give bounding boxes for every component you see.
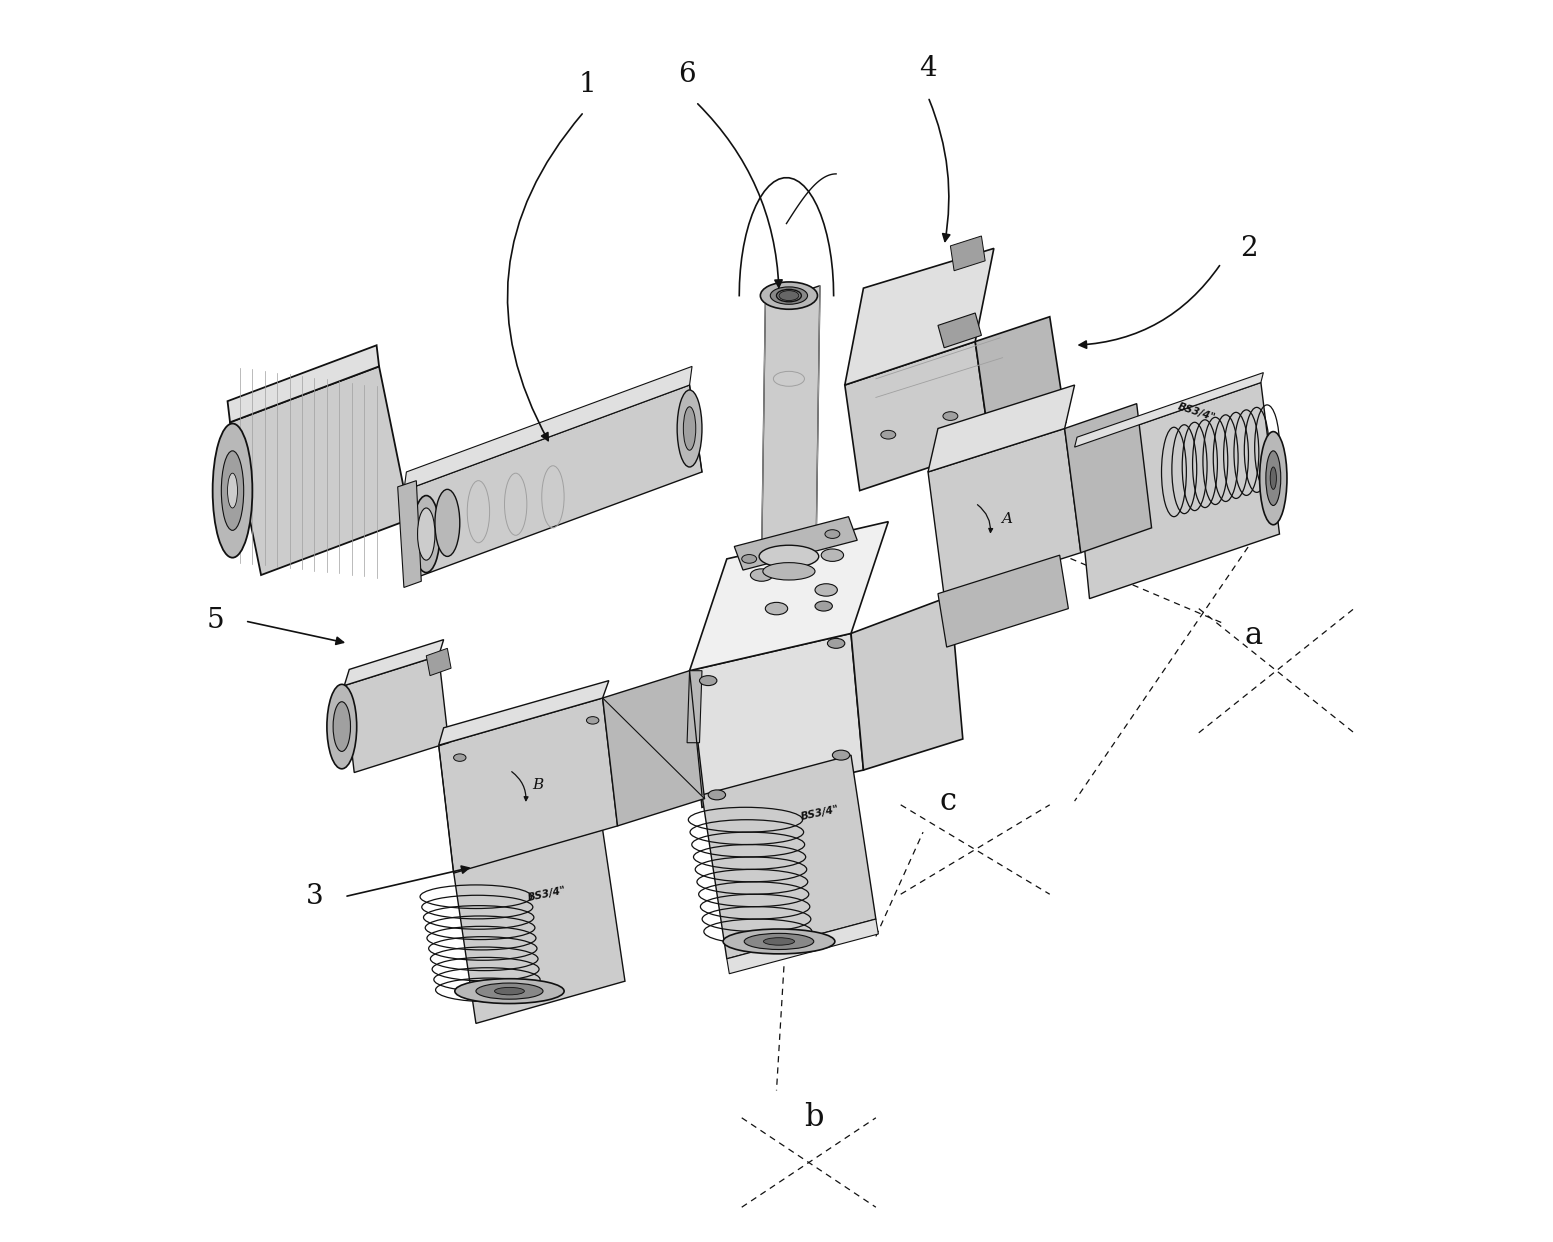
Ellipse shape	[1259, 432, 1287, 525]
Ellipse shape	[708, 790, 725, 800]
Ellipse shape	[825, 529, 840, 539]
Polygon shape	[1065, 404, 1152, 553]
Text: 3: 3	[306, 883, 323, 910]
Polygon shape	[438, 681, 609, 745]
Ellipse shape	[494, 987, 525, 995]
Ellipse shape	[435, 489, 460, 556]
Polygon shape	[690, 522, 888, 671]
Polygon shape	[929, 385, 1075, 472]
Text: A: A	[1000, 512, 1011, 527]
Ellipse shape	[213, 424, 253, 558]
Ellipse shape	[764, 938, 795, 945]
Polygon shape	[230, 366, 410, 575]
Text: BS3/4": BS3/4"	[526, 886, 567, 903]
Ellipse shape	[228, 473, 238, 508]
Polygon shape	[398, 481, 421, 587]
Ellipse shape	[881, 431, 896, 440]
Polygon shape	[438, 698, 618, 873]
Ellipse shape	[766, 602, 787, 615]
Ellipse shape	[770, 287, 808, 304]
Text: b: b	[804, 1103, 823, 1133]
Ellipse shape	[455, 979, 564, 1004]
Ellipse shape	[815, 601, 832, 611]
Ellipse shape	[750, 569, 773, 581]
Polygon shape	[690, 633, 863, 807]
Polygon shape	[735, 517, 857, 570]
Polygon shape	[404, 366, 693, 491]
Ellipse shape	[677, 390, 702, 467]
Polygon shape	[686, 671, 702, 743]
Text: c: c	[940, 786, 957, 816]
Polygon shape	[938, 555, 1068, 647]
Ellipse shape	[815, 584, 837, 596]
Polygon shape	[426, 648, 450, 676]
Ellipse shape	[724, 929, 836, 954]
Polygon shape	[950, 236, 985, 271]
Text: BS3/4": BS3/4"	[1176, 401, 1216, 424]
Ellipse shape	[475, 984, 544, 1000]
Text: 2: 2	[1239, 235, 1258, 262]
Ellipse shape	[453, 754, 466, 761]
Polygon shape	[845, 342, 991, 491]
Text: 1: 1	[579, 71, 596, 98]
Polygon shape	[727, 919, 879, 974]
Ellipse shape	[418, 508, 435, 560]
Ellipse shape	[780, 291, 798, 301]
Ellipse shape	[761, 282, 817, 309]
Ellipse shape	[587, 717, 599, 724]
Polygon shape	[1075, 373, 1263, 447]
Polygon shape	[929, 428, 1081, 596]
Ellipse shape	[413, 496, 439, 573]
Polygon shape	[975, 317, 1065, 447]
Polygon shape	[345, 656, 449, 773]
Polygon shape	[845, 248, 994, 385]
Ellipse shape	[943, 412, 958, 420]
Ellipse shape	[759, 545, 818, 568]
Polygon shape	[761, 286, 820, 559]
Polygon shape	[938, 313, 981, 348]
Ellipse shape	[763, 563, 815, 580]
Ellipse shape	[1266, 451, 1281, 505]
Text: BS3/4": BS3/4"	[800, 805, 840, 822]
Polygon shape	[228, 345, 379, 422]
Ellipse shape	[326, 684, 357, 769]
Polygon shape	[603, 671, 705, 826]
Ellipse shape	[683, 407, 696, 451]
Ellipse shape	[832, 750, 849, 760]
Polygon shape	[345, 640, 444, 686]
Polygon shape	[851, 596, 963, 770]
Ellipse shape	[699, 676, 717, 686]
Polygon shape	[404, 385, 702, 578]
Text: 4: 4	[919, 55, 936, 82]
Text: a: a	[1244, 621, 1263, 651]
Polygon shape	[1075, 383, 1280, 599]
Ellipse shape	[222, 451, 244, 530]
Text: B: B	[533, 777, 544, 792]
Polygon shape	[453, 830, 624, 1023]
Ellipse shape	[332, 702, 351, 751]
Ellipse shape	[742, 554, 756, 564]
Text: 5: 5	[207, 607, 224, 635]
Text: 6: 6	[679, 61, 696, 88]
Ellipse shape	[828, 638, 845, 648]
Ellipse shape	[744, 934, 814, 949]
Ellipse shape	[1270, 467, 1277, 489]
Polygon shape	[702, 755, 876, 959]
Ellipse shape	[822, 549, 843, 561]
